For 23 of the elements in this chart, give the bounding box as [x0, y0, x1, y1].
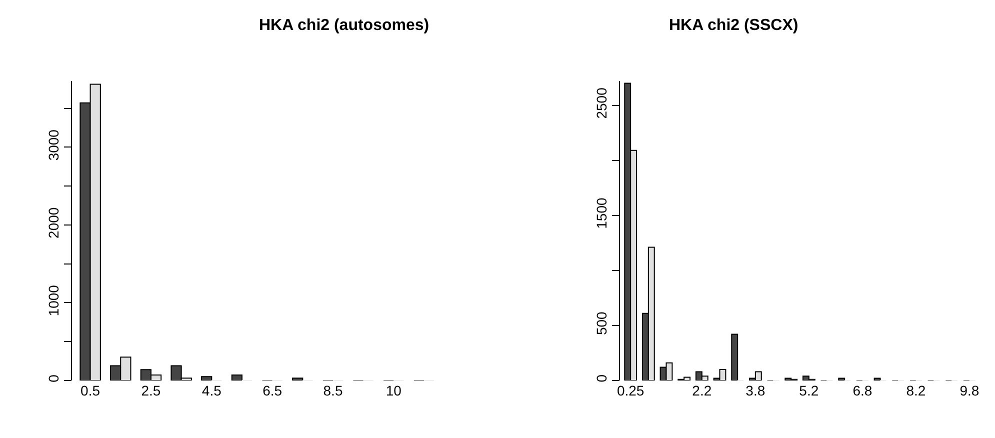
- y-tick-label: 500: [593, 311, 610, 336]
- y-tick-label: 0: [593, 374, 610, 382]
- chart-title: HKA chi2 (SSCX): [669, 17, 798, 34]
- chart-title: HKA chi2 (autosomes): [259, 17, 430, 34]
- x-tick-label: 8.5: [323, 382, 343, 399]
- y-tick-label: 1500: [593, 198, 610, 229]
- x-tick-label: 9.8: [960, 382, 980, 399]
- x-tick-label: 6.5: [262, 382, 282, 399]
- x-tick-label: 4.5: [202, 382, 222, 399]
- y-tick-label: 3000: [45, 129, 62, 161]
- x-tick-label: 5.2: [799, 382, 819, 399]
- x-tick-label: 6.8: [852, 382, 872, 399]
- x-tick-label: 0.25: [616, 382, 644, 399]
- x-tick-label: 0.5: [80, 382, 100, 399]
- x-tick-label: 2.2: [692, 382, 712, 399]
- y-tick-label: 1000: [45, 284, 62, 316]
- y-tick-label: 2000: [45, 207, 62, 238]
- x-tick-label: 10: [386, 382, 402, 399]
- y-tick-label: 2500: [593, 87, 610, 119]
- x-tick-label: 8.2: [906, 382, 926, 399]
- x-tick-label: 3.8: [746, 382, 766, 399]
- x-tick-label: 2.5: [141, 382, 161, 399]
- y-tick-label: 0: [45, 374, 62, 382]
